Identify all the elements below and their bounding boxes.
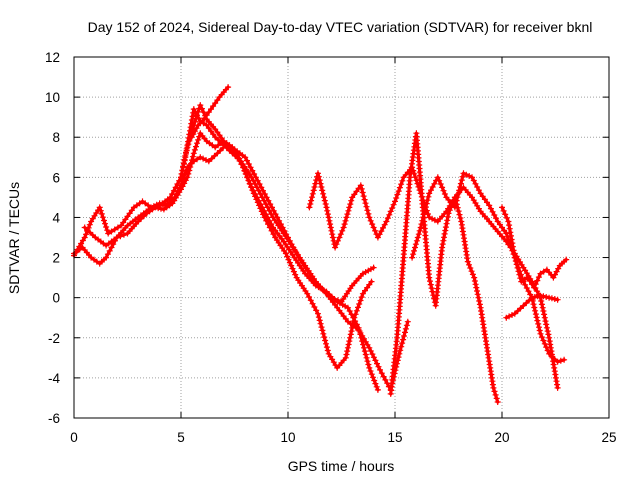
- series-line: [72, 131, 380, 392]
- x-tick-label: 20: [494, 430, 509, 445]
- y-tick-label: 0: [52, 291, 60, 306]
- x-tick-label: 0: [70, 430, 78, 445]
- grid-layer: [74, 57, 609, 418]
- series-markers: [188, 84, 232, 141]
- y-tick-label: 6: [52, 170, 60, 185]
- series-markers: [71, 142, 375, 371]
- series-markers: [306, 164, 561, 391]
- tick-layer: 0 5 10 15 20 25 -6 -4 -2 0 2 4 6 8 10 12: [45, 50, 617, 445]
- series-markers: [499, 204, 570, 291]
- series-markers: [409, 170, 568, 365]
- series-line: [179, 103, 376, 304]
- series-track-7: [387, 130, 501, 405]
- y-tick-label: 12: [45, 50, 60, 65]
- x-axis-label: GPS time / hours: [288, 458, 395, 474]
- x-tick-label: 10: [280, 430, 295, 445]
- y-tick-label: 4: [52, 210, 60, 225]
- chart-title: Day 152 of 2024, Sidereal Day-to-day VTE…: [88, 19, 593, 35]
- x-tick-label: 15: [387, 430, 402, 445]
- series-line: [500, 205, 568, 290]
- series-markers: [503, 292, 561, 321]
- series-line: [83, 107, 410, 392]
- series-track-1: [71, 142, 375, 371]
- series-track-10: [503, 292, 561, 321]
- series-layer: [71, 84, 570, 405]
- x-tick-label: 5: [177, 430, 185, 445]
- series-markers: [71, 130, 381, 393]
- series-markers: [81, 106, 411, 393]
- series-track-2: [71, 130, 381, 393]
- series-track-5: [188, 84, 232, 141]
- y-tick-label: -6: [48, 411, 60, 426]
- y-tick-label: 10: [45, 90, 60, 105]
- series-line: [72, 143, 374, 370]
- series-track-8: [409, 170, 568, 365]
- y-tick-label: -2: [48, 331, 60, 346]
- series-markers: [178, 102, 377, 305]
- y-axis-label: SDTVAR / TECUs: [6, 182, 22, 294]
- y-tick-label: -4: [48, 371, 60, 386]
- y-tick-label: 2: [52, 251, 60, 266]
- series-track-9: [499, 204, 570, 291]
- y-tick-label: 8: [52, 130, 60, 145]
- plot-border: [73, 56, 610, 419]
- series-markers: [387, 130, 501, 405]
- series-track-3: [81, 106, 411, 393]
- series-track-6: [306, 164, 561, 391]
- series-track-4: [178, 102, 377, 305]
- x-tick-label: 25: [601, 430, 616, 445]
